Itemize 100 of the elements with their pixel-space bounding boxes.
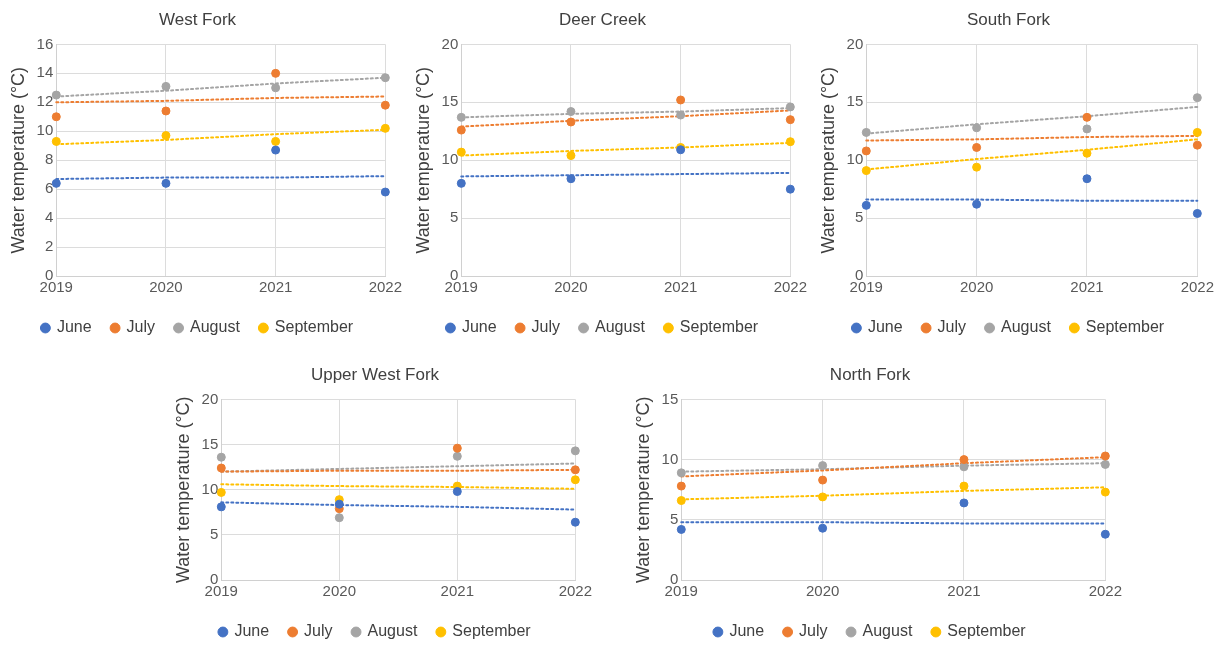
- point: [271, 136, 281, 146]
- point: [861, 200, 871, 210]
- point: [676, 481, 686, 491]
- y-tick-label: 20: [201, 389, 219, 407]
- point: [161, 81, 171, 91]
- point: [380, 123, 390, 133]
- legend-label: July: [799, 622, 828, 640]
- point: [452, 487, 462, 497]
- x-tick-label: 2021: [663, 278, 698, 296]
- point: [456, 147, 466, 157]
- legend-label: July: [937, 318, 967, 336]
- point: [51, 178, 61, 188]
- legend-label: August: [367, 622, 418, 640]
- point: [452, 451, 462, 461]
- point: [1192, 208, 1202, 218]
- point: [1100, 487, 1110, 497]
- legend-label: August: [862, 622, 913, 640]
- point: [676, 524, 686, 534]
- y-tick-label: 8: [44, 150, 54, 168]
- y-tick-label: 5: [669, 509, 679, 527]
- y-tick-label: 6: [44, 179, 54, 197]
- y-tick-label: 14: [36, 63, 54, 81]
- y-axis-title: Water temperature (°C): [412, 66, 433, 254]
- point: [861, 146, 871, 156]
- y-tick-label: 5: [449, 208, 459, 226]
- point: [380, 187, 390, 197]
- x-tick-label: 2022: [558, 582, 592, 600]
- point: [566, 151, 576, 161]
- point: [1100, 451, 1110, 461]
- point: [818, 492, 828, 502]
- y-tick-label: 20: [846, 34, 864, 52]
- y-axis-title: Water temperature (°C): [172, 396, 193, 583]
- point: [456, 178, 466, 188]
- point: [676, 468, 686, 478]
- legend-label: September: [452, 622, 532, 640]
- x-tick-label: 2020: [554, 278, 588, 296]
- point: [456, 125, 466, 135]
- point: [1082, 148, 1092, 158]
- y-tick-label: 2: [44, 237, 54, 255]
- point: [972, 162, 982, 172]
- point: [861, 127, 871, 137]
- legend-label: July: [126, 318, 156, 336]
- point: [216, 502, 226, 512]
- point: [818, 475, 828, 485]
- x-tick-label: 2021: [947, 582, 981, 600]
- legend-label: August: [595, 318, 646, 336]
- point: [959, 462, 969, 472]
- point: [51, 112, 61, 122]
- y-tick-label: 10: [36, 121, 54, 139]
- point: [452, 443, 462, 453]
- chart-title: West Fork: [158, 9, 237, 29]
- point: [1192, 127, 1202, 137]
- legend-label: June: [56, 318, 92, 336]
- legend-label: September: [679, 318, 759, 336]
- chart-title: Deer Creek: [559, 9, 647, 29]
- legend-label: August: [1001, 318, 1052, 336]
- point: [1100, 529, 1110, 539]
- legend-label: September: [1085, 318, 1165, 336]
- point: [676, 95, 686, 105]
- legend-label: June: [461, 318, 497, 336]
- y-tick-label: 4: [44, 208, 54, 226]
- point: [380, 73, 390, 83]
- y-tick-label: 20: [441, 34, 459, 52]
- point: [818, 523, 828, 533]
- point: [1082, 124, 1092, 134]
- point: [566, 117, 576, 127]
- point: [566, 107, 576, 117]
- point: [959, 455, 969, 465]
- point: [959, 498, 969, 508]
- x-tick-label: 2021: [1070, 278, 1104, 296]
- point: [785, 102, 795, 112]
- y-tick-label: 10: [846, 150, 864, 168]
- y-tick-label: 10: [661, 449, 679, 467]
- y-tick-label: 16: [36, 34, 54, 52]
- x-tick-label: 2022: [773, 278, 807, 296]
- point: [570, 446, 580, 456]
- point: [676, 496, 686, 506]
- point: [161, 178, 171, 188]
- x-tick-label: 2022: [368, 278, 402, 296]
- legend-label: June: [234, 622, 270, 640]
- point: [785, 137, 795, 147]
- point: [861, 166, 871, 176]
- y-tick-label: 15: [846, 92, 864, 110]
- point: [959, 481, 969, 491]
- y-axis-title: Water temperature (°C): [632, 396, 653, 583]
- point: [51, 136, 61, 146]
- chart-title: Upper West Fork: [310, 364, 440, 384]
- x-tick-label: 2020: [322, 582, 356, 600]
- x-tick-label: 2020: [149, 278, 183, 296]
- y-tick-label: 15: [201, 434, 219, 452]
- y-tick-label: 10: [201, 479, 219, 497]
- point: [161, 131, 171, 141]
- point: [818, 461, 828, 471]
- point: [456, 112, 466, 122]
- point: [271, 83, 281, 93]
- legend-label: July: [304, 622, 333, 640]
- y-tick-label: 10: [441, 150, 459, 168]
- chart-title: North Fork: [829, 364, 911, 384]
- point: [271, 68, 281, 78]
- y-tick-label: 15: [661, 389, 679, 407]
